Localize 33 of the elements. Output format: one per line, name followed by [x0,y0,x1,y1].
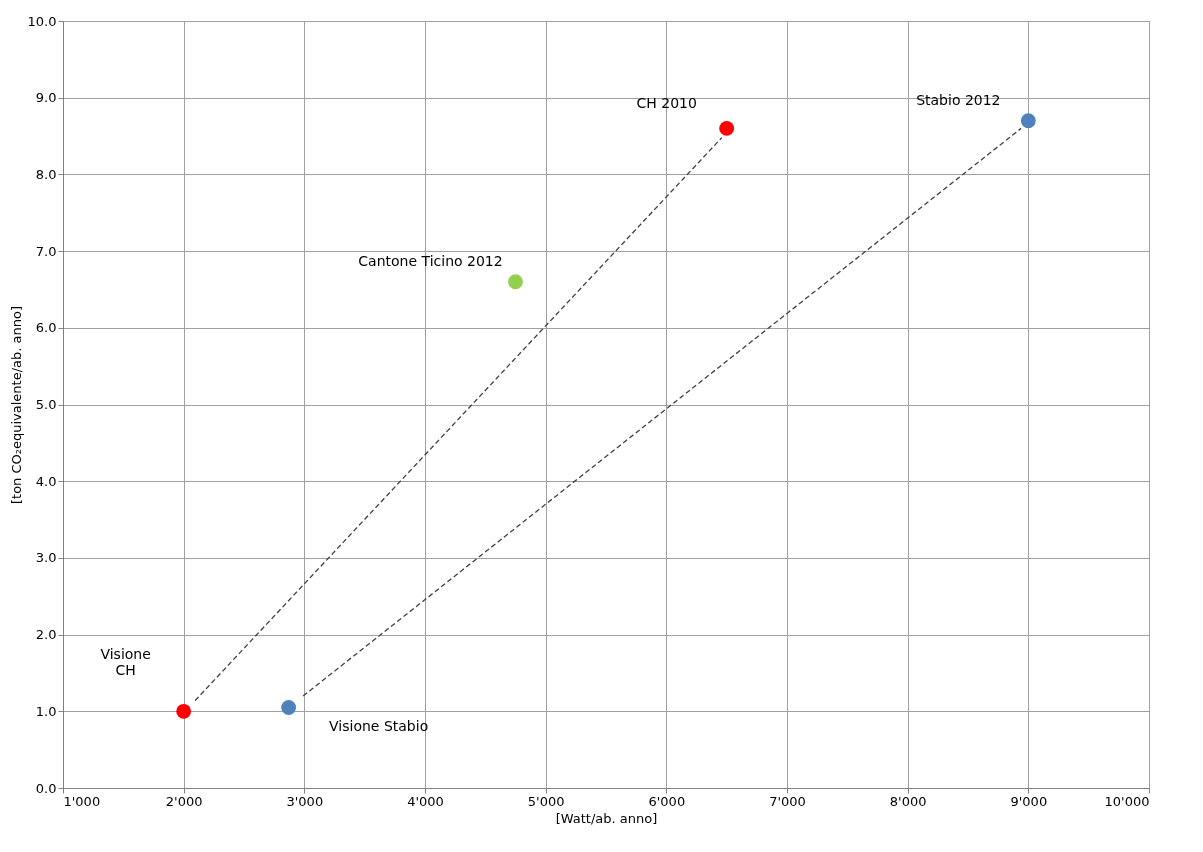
x-tick-label: 1'000 [63,793,101,809]
text: Visione Stabio [329,718,429,735]
point [281,700,297,715]
x-tick-label: 4'000 [407,793,444,809]
x-tick-label: 2'000 [165,793,203,809]
y-tick-label: 1.0 [35,703,57,719]
y-tick-label: 3.0 [35,550,57,566]
series-label: Stabio 2012 [916,91,1001,108]
x-axis-title: [Watt/ab. anno] [555,810,658,826]
point [508,274,523,290]
x-tick-label: 10'000 [1104,793,1150,809]
y-tick-label: 0.0 [35,780,57,796]
y-tick-label: 5.0 [35,397,57,412]
x-tick-label: 3'000 [286,793,324,809]
point [719,120,735,136]
y-tick-label: 9.0 [35,90,57,106]
series-label: Cantone Ticino 2012 [358,252,503,269]
x-tick-label: 7'000 [769,793,806,809]
x-tick-label: 9'000 [1010,793,1048,809]
series-label: CH 2010 [636,95,697,112]
y-tick-label: 7.0 [35,243,57,259]
x-tick-label: 8'000 [889,793,927,809]
x-tick-label: 5'000 [527,793,565,809]
point [1020,113,1036,129]
y-axis-title: [ton CO₂equivalente/ab. anno] [8,305,24,505]
y-tick-label: 2.0 [35,627,57,643]
y-tick-label: 10.0 [27,13,57,29]
point [176,703,192,719]
y-tick-label: 4.0 [35,473,57,489]
x-tick-label: 6'000 [648,793,686,809]
y-tick-label: 8.0 [35,166,57,182]
y-tick-label: 6.0 [35,320,57,336]
text: Visione CH [100,646,151,679]
